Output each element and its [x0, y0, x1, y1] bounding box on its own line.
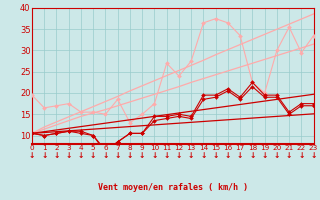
Text: Vent moyen/en rafales ( km/h ): Vent moyen/en rafales ( km/h ): [98, 183, 248, 192]
Text: ↓: ↓: [188, 152, 194, 160]
Text: ↓: ↓: [200, 152, 207, 160]
Text: ↓: ↓: [66, 152, 72, 160]
Text: ↓: ↓: [237, 152, 243, 160]
Text: ↓: ↓: [78, 152, 84, 160]
Text: ↓: ↓: [53, 152, 60, 160]
Text: ↓: ↓: [164, 152, 170, 160]
Text: ↓: ↓: [176, 152, 182, 160]
Text: ↓: ↓: [127, 152, 133, 160]
Text: ↓: ↓: [225, 152, 231, 160]
Text: ↓: ↓: [90, 152, 96, 160]
Text: ↓: ↓: [249, 152, 256, 160]
Text: ↓: ↓: [212, 152, 219, 160]
Text: ↓: ↓: [286, 152, 292, 160]
Text: ↓: ↓: [310, 152, 317, 160]
Text: ↓: ↓: [102, 152, 109, 160]
Text: ↓: ↓: [29, 152, 35, 160]
Text: ↓: ↓: [41, 152, 47, 160]
Text: ↓: ↓: [274, 152, 280, 160]
Text: ↓: ↓: [298, 152, 305, 160]
Text: ↓: ↓: [151, 152, 158, 160]
Text: ↓: ↓: [115, 152, 121, 160]
Text: ↓: ↓: [139, 152, 145, 160]
Text: ↓: ↓: [261, 152, 268, 160]
